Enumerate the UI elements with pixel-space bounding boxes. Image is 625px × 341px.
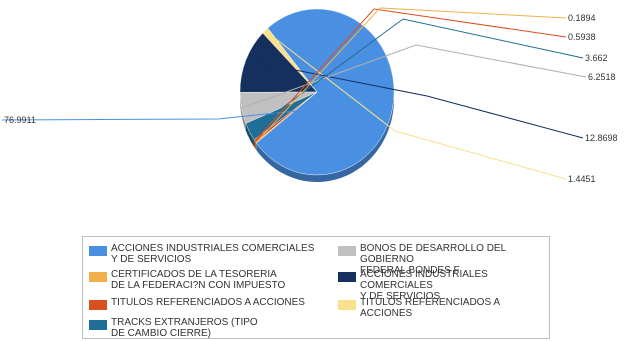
slice-side-6 xyxy=(254,139,256,150)
pie-slices xyxy=(239,8,395,182)
chart-legend: ACCIONES INDUSTRIALES COMERCIALES Y DE S… xyxy=(82,236,550,339)
legend-label: BONOS DE DESARROLLO DEL GOBIERNO FEDERAL… xyxy=(360,243,506,276)
slice-side-4 xyxy=(240,92,246,131)
legend-label: TITULOS REFERENCIADOS A ACCIONES xyxy=(111,297,305,308)
legend-item-1: ACCIONES INDUSTRIALES COMERCIALES Y DE S… xyxy=(89,243,314,265)
data-label-1: 76.9911 xyxy=(4,115,36,125)
leader-line-1 xyxy=(1,100,394,121)
data-label-5: 3.662 xyxy=(585,53,608,63)
legend-swatch xyxy=(89,272,107,282)
legend-swatch xyxy=(338,272,356,282)
legend-label: ACCIONES INDUSTRIALES COMERCIALES Y DE S… xyxy=(111,243,315,265)
legend-label: CERTIFICADOS DE LA TESORERIA DE LA FEDER… xyxy=(111,269,286,291)
data-labels: 76.9911 1.4451 12.8698 6.2518 3.662 0.5938 0.1… xyxy=(4,13,618,184)
legend-swatch xyxy=(338,246,356,256)
data-label-2: 1.4451 xyxy=(568,174,596,184)
legend-swatch xyxy=(89,246,107,256)
leader-line-3 xyxy=(245,59,584,139)
legend-item-6: TITULOS REFERENCIADOS A ACCIONES xyxy=(338,297,549,319)
legend-item-7: TRACKS EXTRANJEROS (TIPO DE CAMBIO CIERR… xyxy=(89,317,258,339)
legend-item-2: BONOS DE DESARROLLO DEL GOBIERNO FEDERAL… xyxy=(338,243,549,276)
leader-line-7 xyxy=(255,7,567,144)
leader-lines xyxy=(1,7,587,180)
legend-item-5: TITULOS REFERENCIADOS A ACCIONES xyxy=(89,297,305,310)
legend-label: TITULOS REFERENCIADOS A ACCIONES xyxy=(360,297,500,319)
slice-side-7 xyxy=(255,142,257,151)
legend-label: TRACKS EXTRANJEROS (TIPO DE CAMBIO CIERR… xyxy=(111,317,258,339)
legend-item-4: ACCIONES INDUSTRIALES COMERCIALES Y DE S… xyxy=(338,269,549,302)
leader-line-6 xyxy=(254,8,567,142)
data-label-6: 0.5938 xyxy=(568,32,596,42)
legend-swatch xyxy=(338,300,356,310)
legend-label: ACCIONES INDUSTRIALES COMERCIALES Y DE S… xyxy=(360,269,488,302)
leader-line-2 xyxy=(264,30,567,180)
data-label-7: 0.1894 xyxy=(568,13,596,23)
leader-line-4 xyxy=(241,44,587,109)
data-label-3: 12.8698 xyxy=(585,133,618,143)
legend-item-3: CERTIFICADOS DE LA TESORERIA DE LA FEDER… xyxy=(89,269,285,291)
legend-swatch xyxy=(89,300,107,310)
data-label-4: 6.2518 xyxy=(588,72,616,82)
slice-side-5 xyxy=(245,123,255,147)
legend-swatch xyxy=(89,320,107,330)
